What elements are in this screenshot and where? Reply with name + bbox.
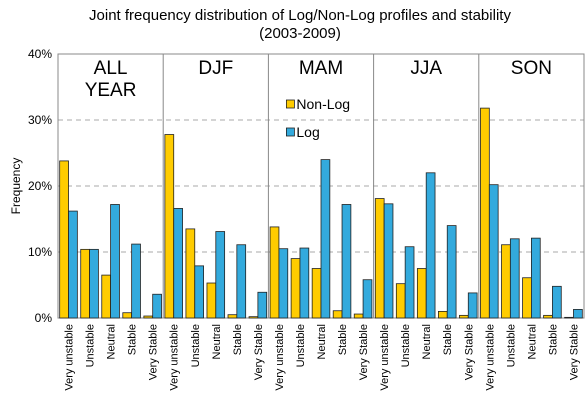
x-tick-label: Neutral <box>316 324 328 359</box>
panel-label: SON <box>510 58 552 79</box>
bar <box>467 292 478 319</box>
bar <box>278 248 289 319</box>
x-tick-label: Unstable <box>505 324 517 367</box>
bar <box>543 314 553 319</box>
x-tick-label: Very unstable <box>274 324 286 391</box>
x-tick-label: Unstable <box>295 324 307 367</box>
bar <box>332 310 343 319</box>
panel-label: DJF <box>198 58 234 79</box>
bar <box>522 277 532 319</box>
x-tick-label: Neutral <box>106 324 118 359</box>
bar <box>101 274 111 319</box>
bar <box>320 159 331 319</box>
bar <box>416 268 427 319</box>
panel-label: ALL YEAR <box>84 58 137 101</box>
bar <box>131 243 141 319</box>
bar <box>194 265 204 319</box>
x-tick-label: Very Stable <box>148 324 160 380</box>
x-tick-label: Very Stable <box>358 324 370 380</box>
legend-swatch <box>285 127 295 137</box>
bar <box>143 315 154 319</box>
bar <box>269 226 280 319</box>
x-tick-label: Very unstable <box>64 324 76 391</box>
chart-subtitle: (2003-2009) <box>259 25 341 42</box>
y-tick-label: 0% <box>35 311 53 325</box>
bar <box>459 314 469 319</box>
legend-swatch <box>285 99 295 109</box>
bar <box>425 172 436 319</box>
panel-label: JJA <box>410 58 443 79</box>
bar <box>353 313 364 319</box>
bar <box>564 316 574 319</box>
bar <box>383 203 394 319</box>
bar <box>446 225 457 319</box>
bar <box>480 107 490 319</box>
x-tick-label: Unstable <box>85 324 97 367</box>
bar <box>395 283 406 319</box>
x-tick-label: Very unstable <box>484 324 496 391</box>
bar <box>438 310 448 319</box>
bar <box>248 316 259 319</box>
bar <box>68 210 78 319</box>
bar <box>227 314 238 319</box>
bar <box>531 237 541 319</box>
bar <box>122 312 133 319</box>
bar <box>164 134 175 319</box>
x-tick-label: Very Stable <box>568 324 580 380</box>
bar <box>215 231 226 319</box>
bar <box>173 208 183 319</box>
bar <box>374 198 385 319</box>
panel-label: MAM <box>298 58 344 79</box>
x-tick-label: Unstable <box>190 324 202 367</box>
bar <box>257 291 268 319</box>
y-tick-label: 40% <box>28 47 52 61</box>
bar <box>573 309 583 319</box>
x-tick-label: Stable <box>547 324 559 355</box>
chart-title: Joint frequency distribution of Log/Non-… <box>89 7 511 24</box>
x-tick-label: Unstable <box>400 324 412 367</box>
bar <box>404 246 415 319</box>
bar <box>152 293 162 319</box>
x-tick-label: Very Stable <box>463 324 475 380</box>
bar <box>488 184 499 319</box>
bar <box>552 285 562 319</box>
bar <box>299 247 310 319</box>
bar <box>341 204 352 319</box>
bar <box>206 282 217 319</box>
x-tick-label: Stable <box>127 324 139 355</box>
bar <box>290 258 301 319</box>
x-tick-label: Neutral <box>421 324 433 359</box>
bar <box>509 238 520 319</box>
y-axis-label: Frequency <box>9 158 23 215</box>
x-tick-label: Very Stable <box>253 324 265 380</box>
x-tick-label: Stable <box>232 324 244 355</box>
x-tick-label: Stable <box>442 324 454 355</box>
x-tick-label: Very unstable <box>379 324 391 391</box>
y-tick-label: 20% <box>28 179 52 193</box>
legend-label: Log <box>296 124 319 140</box>
bar <box>59 160 69 319</box>
bar <box>311 268 322 319</box>
x-tick-label: Neutral <box>211 324 223 359</box>
x-tick-label: Very unstable <box>169 324 181 391</box>
x-tick-label: Stable <box>337 324 349 355</box>
bar <box>501 244 511 319</box>
y-tick-label: 10% <box>28 245 52 259</box>
bar <box>80 248 90 319</box>
bar <box>362 279 373 319</box>
y-tick-label: 30% <box>28 113 52 127</box>
bar <box>185 228 196 319</box>
bar <box>110 204 120 319</box>
legend-label: Non-Log <box>296 96 350 112</box>
x-tick-label: Neutral <box>526 324 538 359</box>
bar <box>89 248 99 319</box>
bar <box>236 244 247 319</box>
